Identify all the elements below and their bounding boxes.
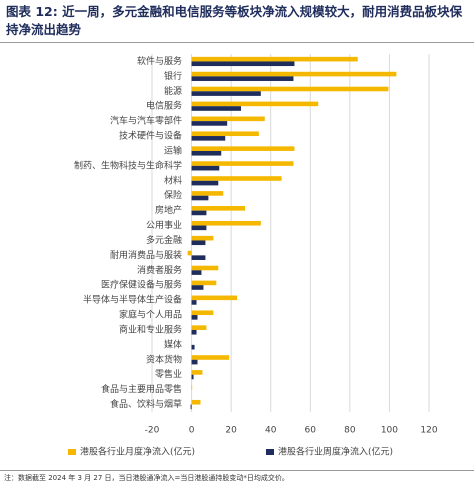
bar xyxy=(191,265,219,271)
bar xyxy=(191,131,259,137)
y-tick-label: 多元金融 xyxy=(146,234,182,246)
title: 图表 12: 近一周，多元金融和电信服务等板块净流入规模较大，耐用消费品板块保持… xyxy=(6,4,463,37)
bar xyxy=(191,355,230,360)
bar xyxy=(191,106,242,111)
y-tick-label: 电信服务 xyxy=(146,100,182,112)
bar xyxy=(191,285,204,290)
bar xyxy=(191,280,217,286)
bar xyxy=(191,235,214,241)
y-tick-label: 制药、生物科技与生命科学 xyxy=(74,159,182,171)
bar xyxy=(191,116,265,122)
y-tick-label: 运输 xyxy=(164,144,182,156)
bar xyxy=(191,310,214,316)
bar xyxy=(191,374,194,380)
y-tick-label: 医疗保健设备与服务 xyxy=(101,279,182,291)
bar xyxy=(191,191,224,196)
y-tick-label: 汽车与汽车零部件 xyxy=(110,115,182,127)
bar xyxy=(191,101,319,107)
x-tick-label: 80 xyxy=(344,426,356,436)
y-tick-label: 消费者服务 xyxy=(137,264,182,276)
y-tick-label: 食品、饮料与烟草 xyxy=(110,398,182,410)
bar xyxy=(191,344,195,350)
y-tick-label: 商业和专业服务 xyxy=(119,323,182,335)
y-tick-label: 保险 xyxy=(164,189,182,201)
bar xyxy=(191,176,282,181)
bar xyxy=(191,150,222,156)
bar xyxy=(191,270,202,275)
bar xyxy=(191,91,261,96)
bar xyxy=(187,250,192,256)
bar xyxy=(191,121,228,126)
bar xyxy=(191,61,295,67)
bar xyxy=(191,165,220,171)
bar xyxy=(191,206,245,211)
y-tick-label: 半导体与半导体生产设备 xyxy=(83,294,182,306)
bar xyxy=(191,225,207,231)
x-tick-label: 0 xyxy=(189,426,195,436)
bar xyxy=(191,399,201,405)
bar xyxy=(191,86,389,92)
bar xyxy=(191,195,209,201)
bar xyxy=(191,370,203,375)
bar xyxy=(191,255,206,260)
bar xyxy=(191,295,238,301)
x-tick-label: 60 xyxy=(305,426,317,436)
x-tick-label: 20 xyxy=(225,426,237,436)
rule xyxy=(0,470,474,471)
y-tick-label: 房地产 xyxy=(155,204,182,216)
y-tick-label: 资本货物 xyxy=(146,353,182,365)
y-tick-label: 家庭与个人用品 xyxy=(119,309,182,321)
bar xyxy=(191,329,197,335)
y-tick-label: 技术硬件与设备 xyxy=(119,130,182,142)
bar xyxy=(191,240,206,246)
y-tick-label: 材料 xyxy=(164,174,182,186)
bar xyxy=(191,385,193,390)
bar xyxy=(191,300,197,305)
x-tick-label: 120 xyxy=(420,426,437,436)
bar xyxy=(191,71,397,77)
bar xyxy=(191,146,295,151)
bar xyxy=(191,220,261,226)
y-tick-label: 耐用消费品与服装 xyxy=(110,249,182,261)
y-tick-label: 媒体 xyxy=(164,338,182,350)
bar xyxy=(191,210,207,216)
bar xyxy=(191,56,358,62)
bar xyxy=(191,315,198,320)
y-tick-label: 零售业 xyxy=(155,368,182,380)
bar xyxy=(191,76,294,81)
x-tick-label: 100 xyxy=(381,426,398,436)
x-tick-label: 40 xyxy=(265,426,277,436)
bar xyxy=(190,404,192,410)
y-tick-label: 软件与服务 xyxy=(137,55,182,67)
bar xyxy=(191,325,207,330)
x-tick-label: -20 xyxy=(145,426,160,436)
bar xyxy=(191,359,198,365)
legend-swatch xyxy=(266,449,274,455)
note: 注：数据截至 2024 年 3 月 27 日，当日港股通净流入=当日港股通持股变… xyxy=(4,474,289,482)
bar xyxy=(191,161,294,166)
legend-swatch xyxy=(68,449,76,455)
y-tick-label: 食品与主要用品零售 xyxy=(101,383,182,395)
y-tick-label: 公用事业 xyxy=(146,219,182,231)
bar xyxy=(191,180,219,186)
bar xyxy=(191,136,226,141)
legend-label: 港股各行业月度净流入(亿元) xyxy=(80,446,195,458)
rule xyxy=(0,42,474,43)
y-tick-label: 能源 xyxy=(164,85,182,97)
y-tick-label: 银行 xyxy=(164,70,182,82)
chart: -20 0 20 40 60 80 100 120 软件与服务银行能源电信服务汽车与汽车零部件技… xyxy=(68,54,438,458)
legend-label: 港股各行业周度净流入(亿元) xyxy=(278,446,393,458)
